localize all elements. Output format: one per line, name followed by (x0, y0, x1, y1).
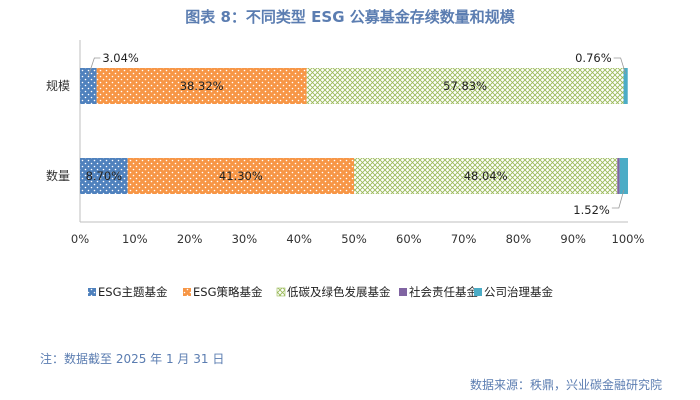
bar-segment (127, 158, 355, 194)
legend-swatch (276, 287, 286, 297)
x-tick-label: 50% (341, 232, 367, 246)
data-label: 1.52% (573, 203, 610, 217)
legend-item: 公司治理基金 (474, 285, 553, 299)
bar-segment (617, 158, 620, 194)
data-label: 41.30% (219, 169, 263, 183)
bar-segment (619, 158, 628, 194)
bar-segment (354, 158, 618, 194)
legend-swatch (474, 288, 482, 296)
legend-item: ESG主题基金 (88, 285, 168, 299)
data-label: 57.83% (443, 79, 487, 93)
data-label: 3.04% (102, 51, 139, 65)
data-source: 数据来源：秩鼎，兴业碳金融研究院 (469, 378, 662, 392)
x-tick-label: 80% (506, 232, 532, 246)
bar-segment (80, 158, 128, 194)
bar-segment (80, 68, 97, 104)
bar-segment (623, 68, 628, 104)
legend-label: 社会责任基金 (409, 285, 478, 299)
data-label: 0.76% (575, 51, 612, 65)
legend-label: ESG策略基金 (193, 285, 263, 299)
y-category-label: 规模 (46, 78, 70, 93)
label-layer: 3.04% 38.32% 57.83% 0.76% 8.70% 41.30% 48.04% 1… (86, 51, 627, 217)
x-tick-label: 40% (286, 232, 312, 246)
footnote: 注：数据截至 2025 年 1 月 31 日 (40, 352, 225, 366)
legend-label: 低碳及绿色发展基金 (287, 285, 391, 299)
x-tick-label: 30% (232, 232, 258, 246)
x-tick-label: 10% (122, 232, 148, 246)
legend-swatch (183, 288, 191, 296)
leader-line (611, 189, 625, 209)
data-label: 48.04% (464, 169, 508, 183)
x-tick-label: 100% (612, 232, 645, 246)
legend: ESG主题基金 ESG策略基金 低碳及绿色发展基金 社会责任基金 公司治理基金 (88, 285, 553, 299)
data-label: 38.32% (180, 79, 224, 93)
x-tick-label: 70% (451, 232, 477, 246)
data-label: 8.70% (86, 169, 123, 183)
leader-line (613, 57, 627, 75)
y-category-label: 数量 (46, 168, 70, 183)
leader-line (87, 57, 101, 77)
legend-item: 低碳及绿色发展基金 (276, 285, 391, 299)
bar-segment (306, 68, 624, 104)
legend-label: ESG主题基金 (98, 285, 168, 299)
bar-segment (96, 68, 307, 104)
x-tick-label: 60% (396, 232, 422, 246)
legend-swatch (88, 288, 96, 296)
legend-label: 公司治理基金 (484, 285, 553, 299)
x-tick-label: 20% (177, 232, 203, 246)
legend-item: 社会责任基金 (399, 285, 478, 299)
chart-title: 图表 8：不同类型 ESG 公募基金存续数量和规模 (185, 8, 515, 26)
legend-swatch (399, 288, 407, 296)
bar-layer (80, 68, 628, 194)
x-tick-label: 90% (560, 232, 586, 246)
x-tick-label: 0% (71, 232, 89, 246)
legend-item: ESG策略基金 (183, 285, 263, 299)
